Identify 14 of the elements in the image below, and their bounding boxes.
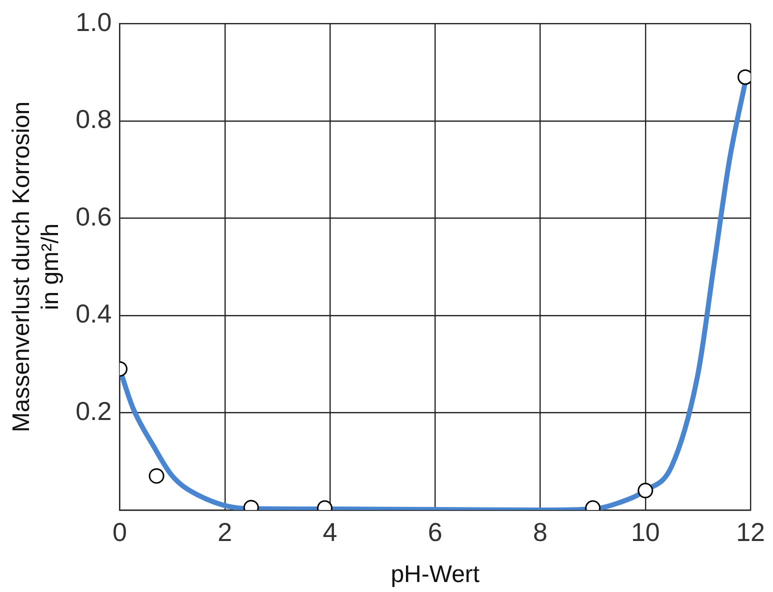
x-axis-title: pH-Wert [390,561,480,588]
y-tick-label: 0.8 [76,104,112,134]
x-tick-label: 4 [322,516,338,547]
x-tick-label: 8 [533,516,548,547]
x-tick-label: 0 [112,516,127,547]
y-tick-label: 0.2 [76,396,112,426]
x-tick-label: 12 [736,516,765,547]
y-axis-title: Massenverlust durch Korrosion in gm²/h [8,101,64,432]
y-tick-label: 0.6 [76,201,112,232]
x-tick-label: 6 [428,516,442,547]
x-tick-label: 2 [218,516,232,547]
x-tick-label: 10 [630,516,660,547]
y-tick-label: 1.0 [76,6,112,37]
y-tick-label: 0.4 [76,298,112,329]
